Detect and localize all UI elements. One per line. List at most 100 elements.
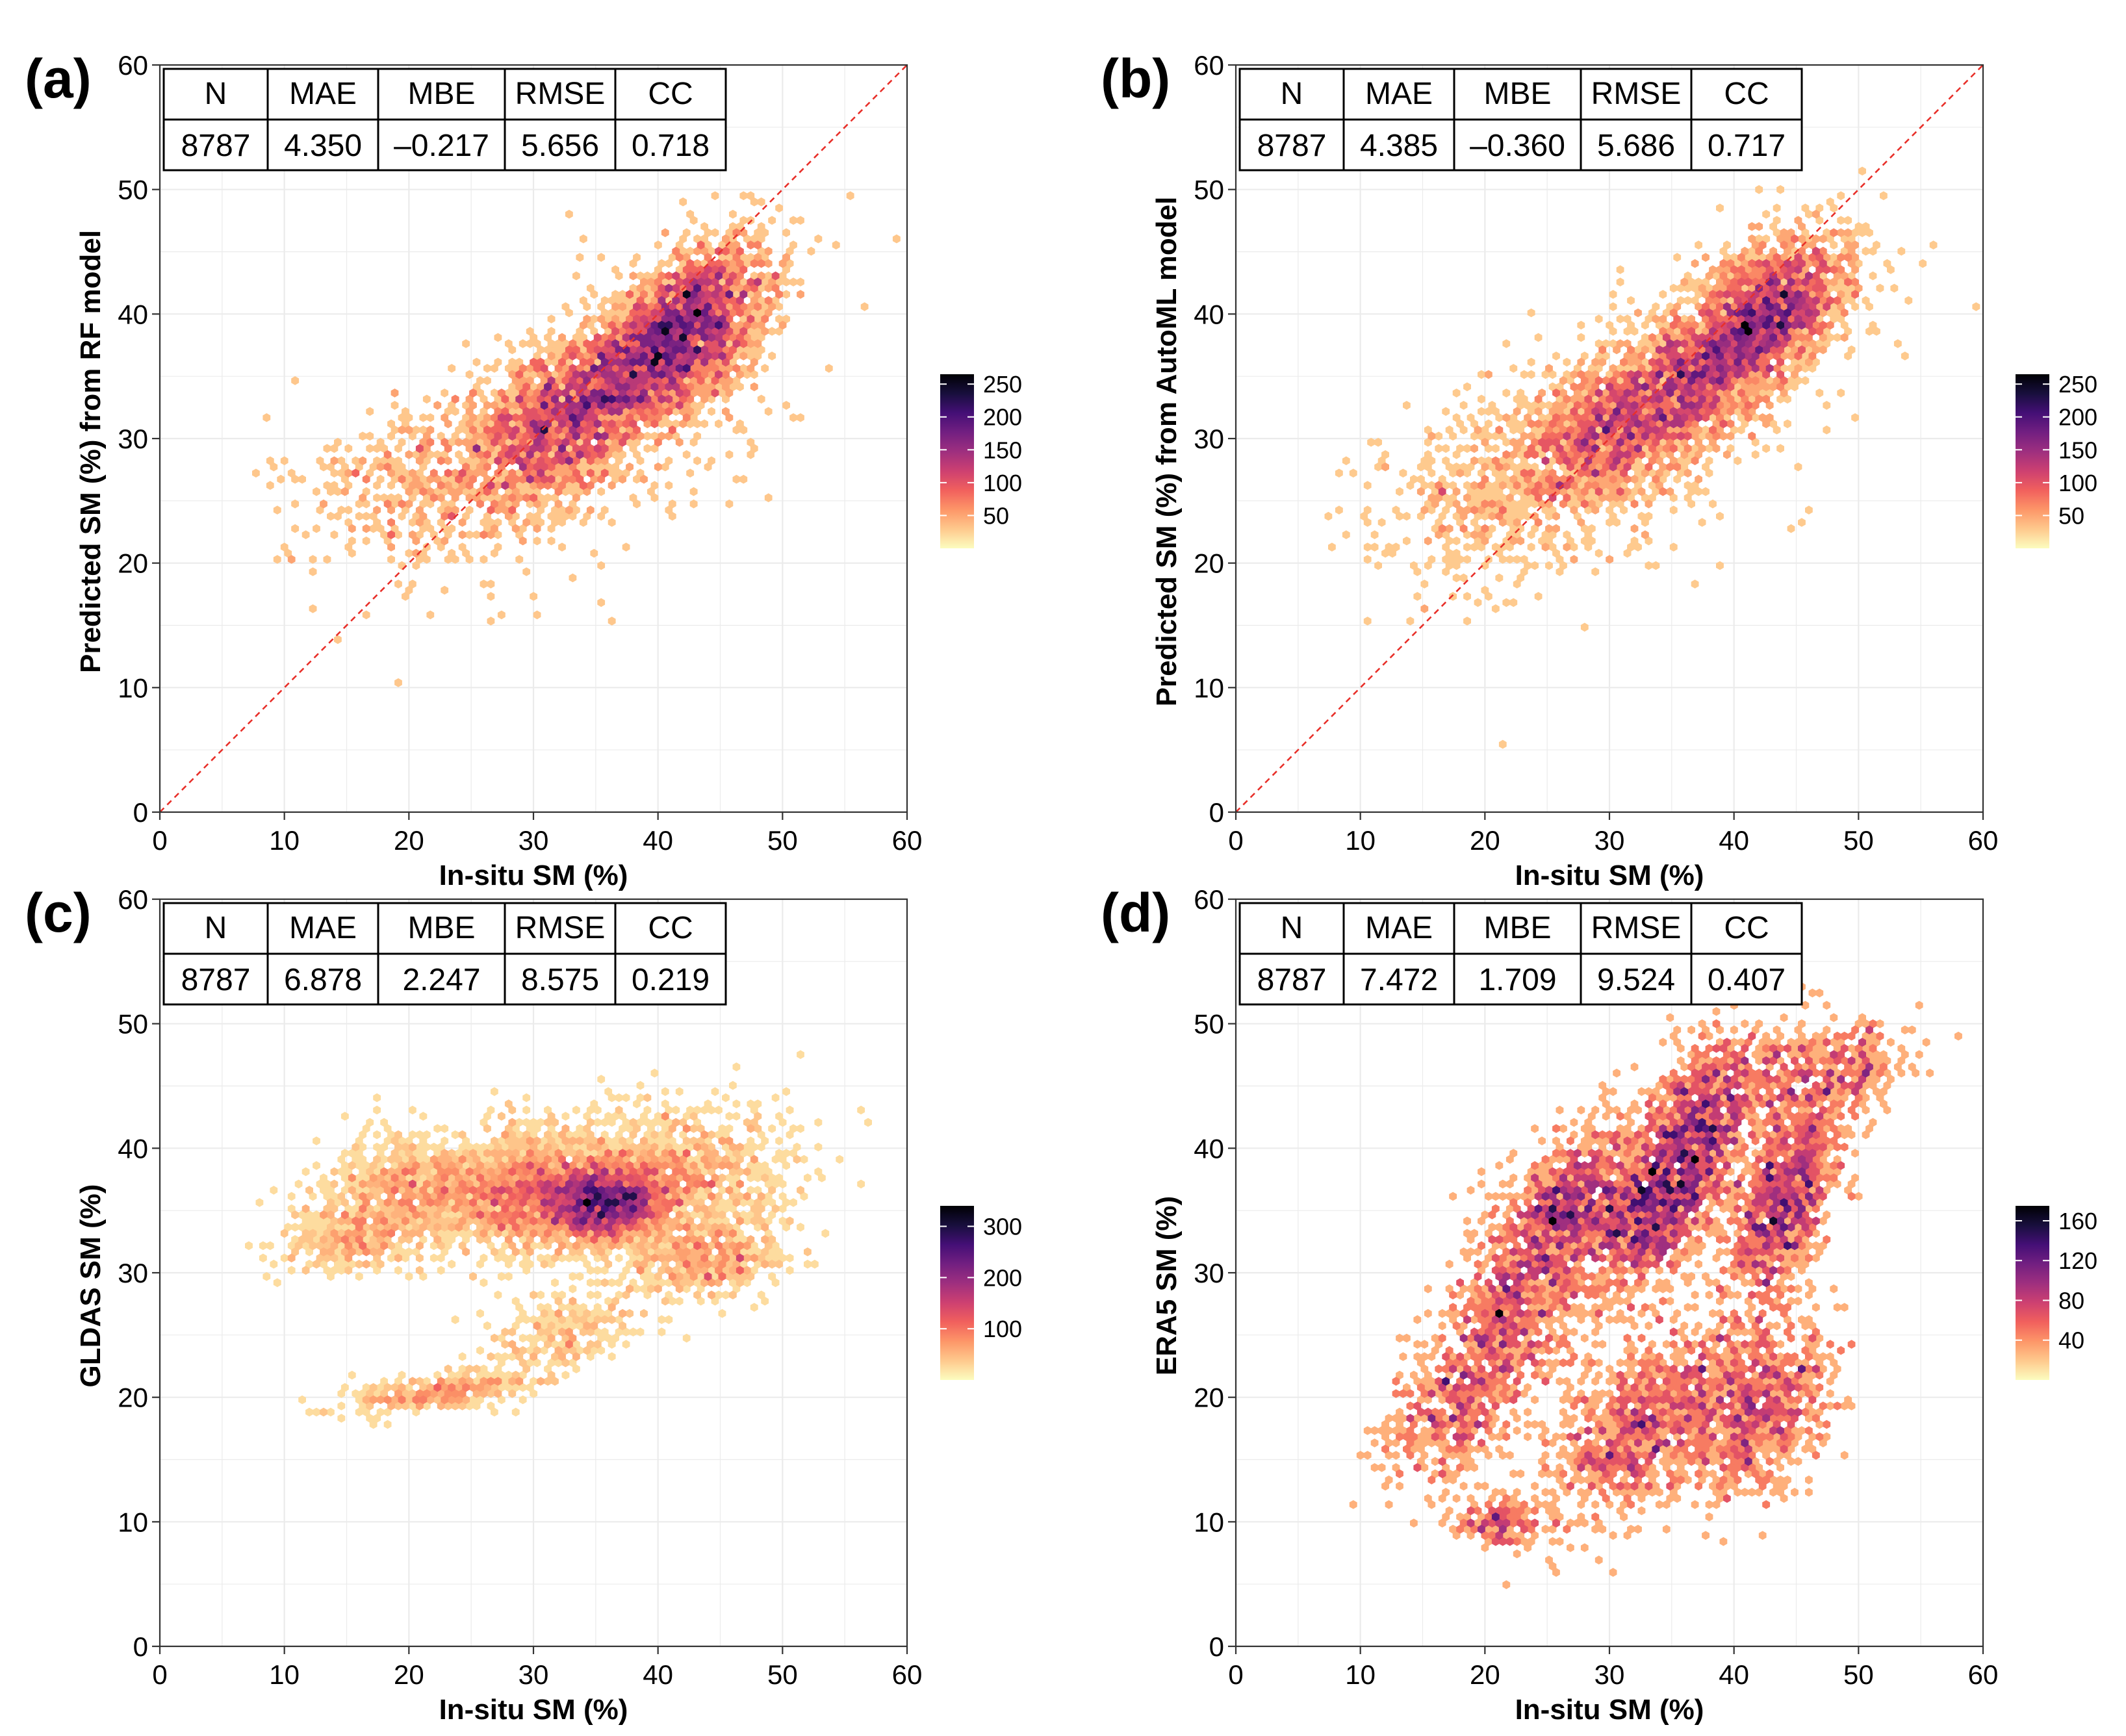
hexbin-cell	[700, 394, 708, 404]
hexbin-cell	[697, 339, 705, 348]
hexbin-cell	[704, 228, 712, 237]
hexbin-cell	[579, 345, 587, 355]
hexbin-cell	[597, 339, 606, 348]
hexbin-cell	[704, 277, 712, 287]
hexbin-cell	[743, 308, 751, 318]
hexbin-cell	[679, 308, 687, 318]
hexbin-cell	[565, 505, 573, 515]
hexbin-cell	[576, 462, 584, 472]
hexbin-cell	[722, 259, 730, 268]
hexbin-cell	[750, 320, 758, 330]
hexbin-cell	[533, 474, 541, 484]
hexbin-cell	[675, 351, 684, 361]
hexbin-cell	[611, 290, 619, 299]
hexbin-cell	[611, 302, 619, 311]
hexbin-cell	[689, 389, 698, 398]
hexbin-cell	[511, 401, 520, 410]
hexbin-cell	[583, 314, 591, 324]
hexbin-cell	[686, 468, 695, 478]
hexbin-cell	[565, 407, 573, 416]
hexbin-cell	[593, 431, 602, 441]
hexbin-cell	[739, 302, 748, 311]
hexbin-cell	[604, 351, 613, 361]
hexbin-cell	[661, 314, 669, 324]
hexbin-cell	[330, 481, 339, 490]
hexbin-cell	[448, 364, 456, 373]
hexbin-cell	[619, 351, 626, 361]
hexbin-cell	[547, 389, 556, 398]
hexbin-cell	[636, 283, 645, 293]
hexbin-cell	[522, 481, 531, 490]
hexbin-cell	[533, 524, 541, 533]
hexbin-cell	[497, 413, 506, 422]
hexbin-cell	[775, 290, 783, 299]
hexbin-cell	[405, 413, 413, 422]
hexbin-cell	[715, 308, 723, 318]
hexbin-cell	[750, 382, 758, 392]
hexbin-cell	[650, 333, 659, 342]
hexbin-cell	[682, 265, 691, 274]
hexbin-cell	[722, 283, 730, 293]
hexbin-cell	[604, 314, 613, 324]
hexbin-cell	[682, 327, 691, 336]
hexbin-cell	[636, 296, 645, 305]
hexbin-cell	[465, 394, 474, 404]
hexbin-cell	[515, 382, 524, 392]
hexbin-cell	[650, 407, 659, 416]
hexbin-cell	[757, 345, 765, 355]
hexbin-cell	[472, 493, 481, 502]
hexbin-cell	[530, 382, 538, 392]
hexbin-cell	[619, 450, 626, 459]
hexbin-cell	[633, 499, 641, 509]
hexbin-cell	[504, 437, 513, 447]
hexbin-cell	[362, 487, 370, 496]
hexbin-cell	[533, 351, 541, 361]
hexbin-cell	[650, 419, 659, 429]
hexbin-cell	[352, 456, 360, 465]
hexbin-cell	[572, 431, 580, 441]
hexbin-cell	[743, 283, 751, 293]
hexbin-cell	[647, 314, 655, 324]
hexbin-cell	[704, 389, 712, 398]
hexbin-cell	[615, 333, 623, 342]
hexbin-cell	[515, 407, 524, 416]
hexbin-cell	[754, 277, 762, 287]
hexbin-cell	[764, 308, 773, 318]
hexbin-cell	[291, 499, 300, 509]
colorbar-tick-label: 250	[983, 371, 1022, 398]
hexbin-cell	[313, 487, 320, 496]
hexbin-cell	[647, 389, 655, 398]
hexbin-cell	[643, 283, 652, 293]
hexbin-cell	[650, 296, 659, 305]
hexbin-cell	[615, 431, 623, 441]
hexbin-cell	[750, 333, 758, 342]
hexbin-cell	[661, 401, 669, 410]
hexbin-cell	[711, 351, 719, 361]
hexbin-cell	[544, 394, 552, 404]
hexbin-cell	[633, 425, 641, 435]
hexbin-cell	[686, 394, 695, 404]
hexbin-cell	[554, 413, 563, 422]
hexbin-cell	[565, 209, 573, 219]
hexbin-cell	[747, 437, 755, 447]
hexbin-cell	[597, 425, 606, 435]
hexbin-cell	[586, 481, 595, 490]
hexbin-cell	[569, 401, 577, 410]
hexbin-cell	[472, 444, 481, 453]
hexbin-cell	[579, 333, 587, 342]
hexbin-cell	[636, 271, 645, 281]
hexbin-cell	[672, 345, 680, 355]
hexbin-cell	[572, 481, 580, 490]
hexbin-cell	[640, 290, 648, 299]
hexbin-cell	[629, 283, 637, 293]
hexbin-cell	[700, 271, 708, 281]
hexbin-cell	[530, 481, 538, 490]
hexbin-cell	[380, 493, 388, 502]
hexbin-cell	[636, 333, 645, 342]
hexbin-cell	[647, 413, 655, 422]
hexbin-cell	[590, 548, 598, 558]
hexbin-cell	[487, 493, 495, 502]
hexbin-cell	[693, 419, 701, 429]
hexbin-cell	[697, 364, 705, 373]
hexbin-cell	[480, 555, 488, 564]
